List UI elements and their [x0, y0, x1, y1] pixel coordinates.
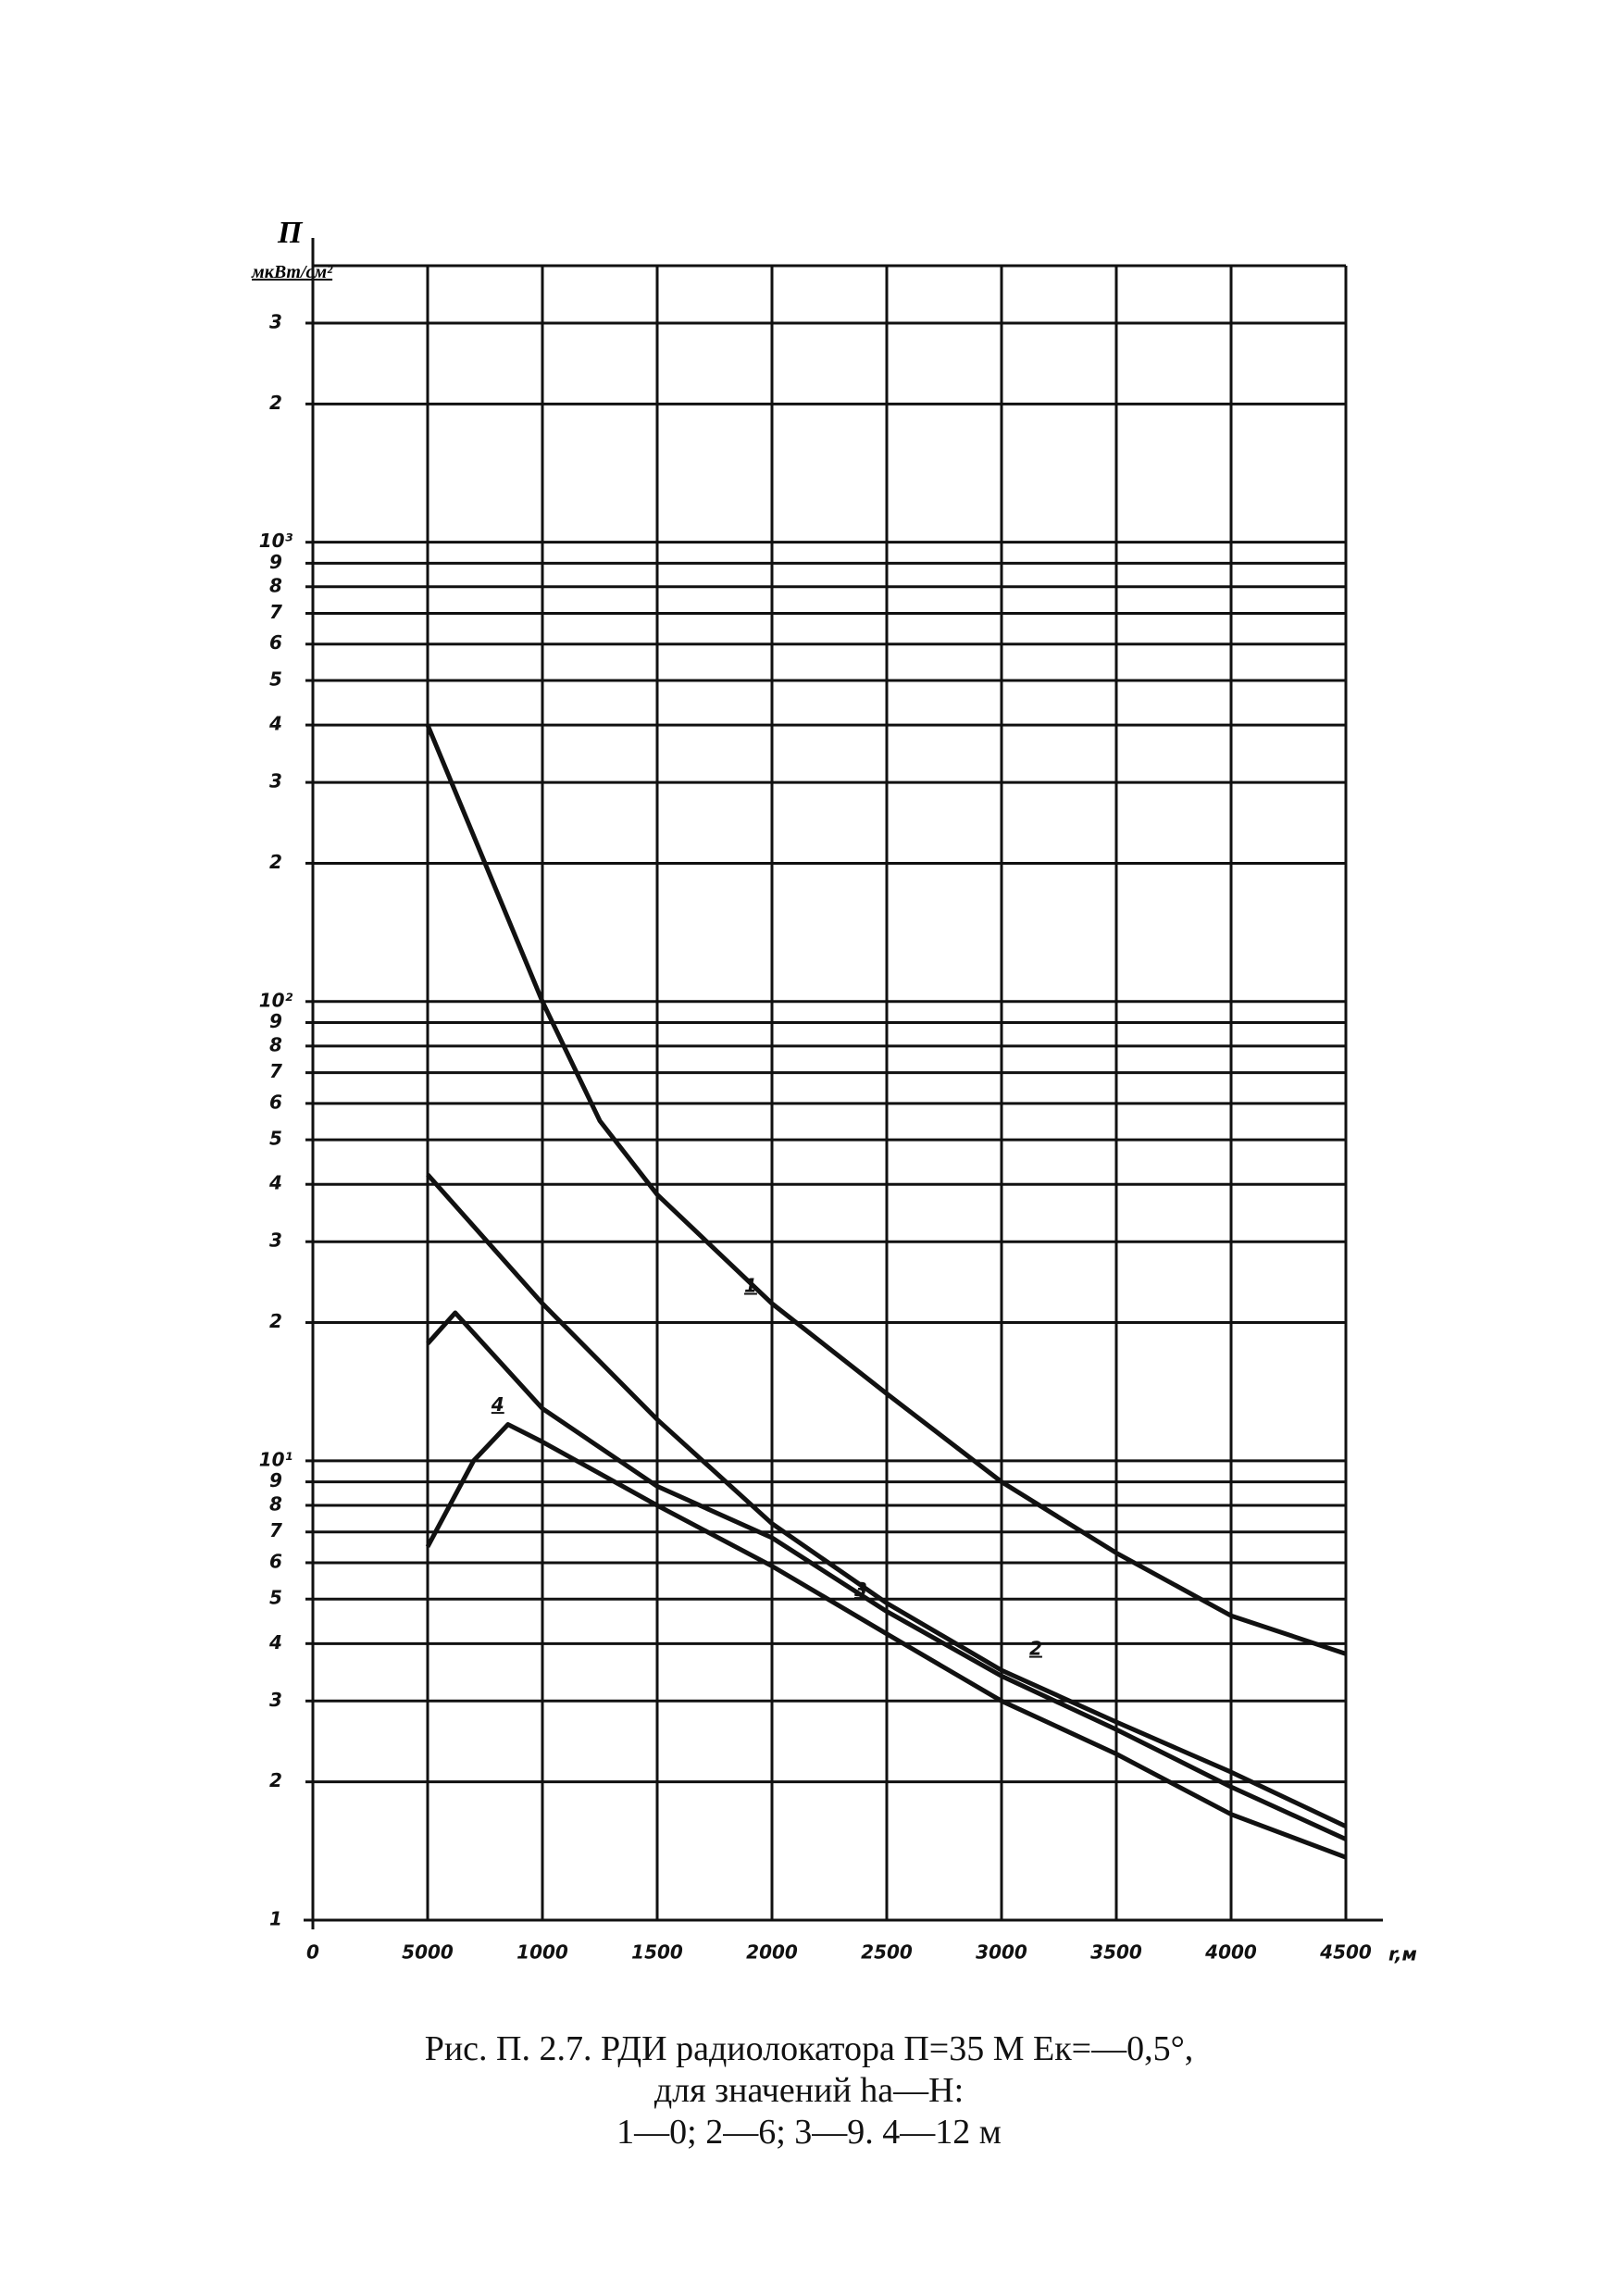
y-tick-label: 3 — [269, 1229, 282, 1252]
caption: для значений hа—H: — [654, 2071, 964, 2110]
y-tick-label: 3 — [269, 310, 282, 332]
y-tick-label: 10³ — [259, 530, 293, 552]
y-tick-label: 7 — [269, 1060, 282, 1082]
curve-label: 4 — [491, 1393, 504, 1416]
y-tick-label: 7 — [269, 1519, 282, 1541]
y-tick-label: 6 — [269, 631, 282, 654]
caption: 1—0; 2—6; 3—9. 4—12 м — [616, 2113, 1002, 2152]
x-tick-label: 2000 — [746, 1941, 798, 1964]
curve-label: 2 — [1029, 1638, 1042, 1660]
x-tick-label: 4500 — [1319, 1941, 1372, 1964]
y-tick-label: 9 — [269, 1469, 282, 1491]
y-tick-label: 10² — [259, 989, 293, 1011]
y-tick-label: 8 — [269, 574, 282, 596]
y-tick-label: 9 — [269, 1010, 282, 1032]
x-tick-label: 3500 — [1090, 1941, 1142, 1964]
y-label: П — [277, 216, 304, 250]
caption: Рис. П. 2.7. РДИ радиолокатора П=35 М Eк… — [425, 2029, 1194, 2068]
x-tick-label: 1000 — [517, 1941, 568, 1964]
y-tick-label: 10¹ — [259, 1448, 293, 1470]
y-tick-label: 3 — [269, 770, 282, 792]
curve — [425, 724, 1347, 1656]
y-tick-label: 2 — [269, 851, 282, 873]
y-tick-label: 4 — [268, 713, 282, 735]
x-tick-label: 5000 — [402, 1941, 454, 1964]
y-tick-label: 6 — [269, 1091, 282, 1113]
y-tick-label: 2 — [269, 1310, 282, 1332]
y-tick-label: 7 — [269, 601, 282, 623]
y-tick-label: 2 — [269, 1769, 282, 1791]
y-tick-label: 8 — [269, 1492, 282, 1515]
y-tick-label: 8 — [269, 1033, 282, 1055]
x-label: r,м — [1388, 1943, 1417, 1965]
x-tick-label: 0 — [306, 1941, 319, 1964]
y-tick-label: 1 — [269, 1908, 282, 1930]
y-tick-label: 5 — [269, 668, 282, 691]
y-tick-label: 5 — [269, 1128, 282, 1150]
curve — [426, 1310, 1348, 1841]
curve — [426, 1173, 1348, 1828]
y-tick-label: 9 — [269, 551, 282, 573]
y-tick-label: 5 — [269, 1587, 282, 1609]
x-tick-label: 1500 — [631, 1941, 683, 1964]
y-tick-label: 6 — [269, 1550, 282, 1572]
curve-label: 3 — [854, 1578, 867, 1601]
x-tick-label: 2500 — [861, 1941, 913, 1964]
y-tick-label: 4 — [268, 1631, 282, 1653]
y-tick-label: 2 — [269, 392, 282, 414]
curve — [425, 1422, 1347, 1860]
y-tick-label: 4 — [268, 1172, 282, 1194]
x-tick-label: 4000 — [1204, 1941, 1257, 1964]
y-tick-label: 3 — [269, 1689, 282, 1711]
x-tick-label: 3000 — [976, 1941, 1027, 1964]
curve-label: 1 — [744, 1275, 757, 1297]
